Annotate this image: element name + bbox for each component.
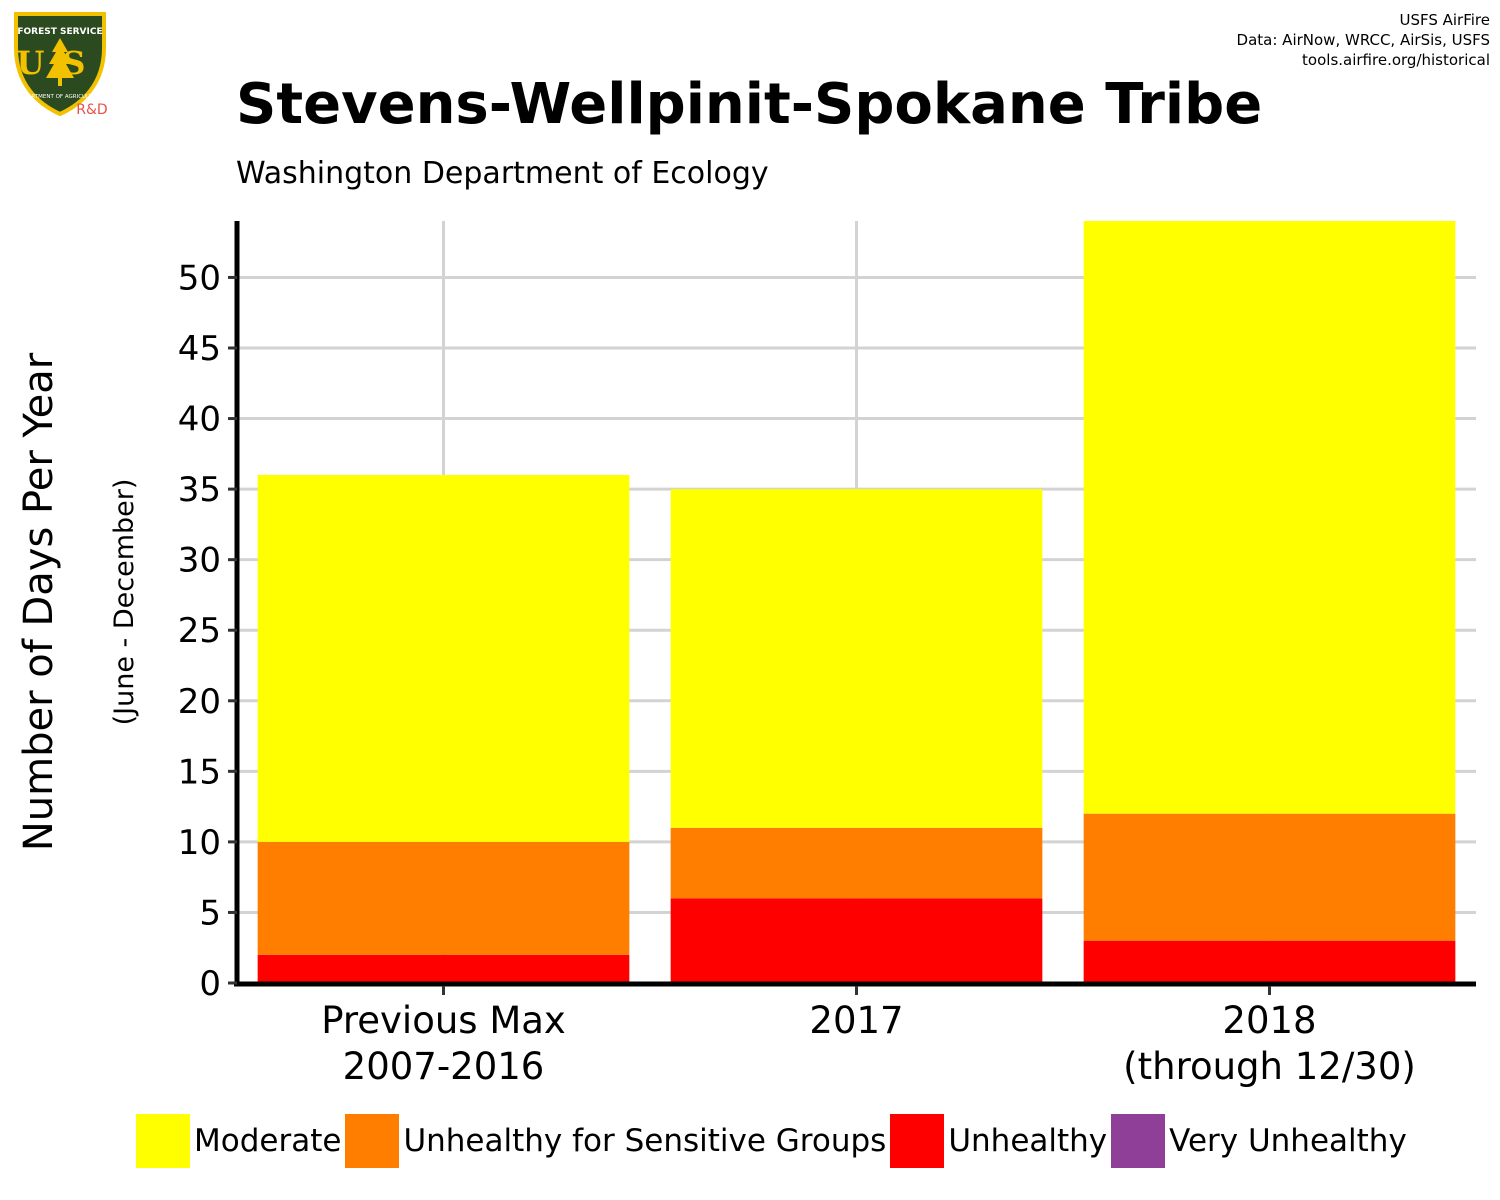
logo-top-text: FOREST SERVICE	[17, 27, 102, 37]
y-tick-label: 0	[199, 964, 221, 1004]
y-axis-subtitle: (June - December)	[109, 479, 140, 726]
credits: USFS AirFire Data: AirNow, WRCC, AirSis,…	[1237, 10, 1490, 70]
legend-item: Very Unhealthy	[1111, 1114, 1407, 1168]
bar-segment	[670, 898, 1043, 983]
bar-segment	[1083, 940, 1456, 983]
chart-title: Stevens-Wellpinit-Spokane Tribe	[236, 72, 1263, 137]
y-tick-label: 15	[178, 752, 221, 792]
logo-rd-text: R&D	[76, 102, 107, 118]
bar-segment	[670, 489, 1043, 828]
bar-segment	[670, 827, 1043, 899]
y-tick-label: 10	[178, 823, 221, 863]
legend-swatch	[345, 1114, 400, 1168]
bar-segment	[257, 475, 630, 842]
bar-segment	[1083, 221, 1456, 814]
legend: Moderate Unhealthy for Sensitive Groups Un…	[136, 1113, 1411, 1169]
x-tick-label: 2017	[809, 999, 903, 1042]
tree-icon	[46, 38, 74, 86]
credit-line-3: tools.airfire.org/historical	[1302, 51, 1490, 69]
y-tick-label: 30	[178, 541, 221, 581]
legend-item: Unhealthy for Sensitive Groups	[345, 1114, 886, 1168]
y-tick-label: 20	[178, 682, 221, 722]
y-tick-label: 50	[178, 258, 221, 298]
bar-segment	[257, 841, 630, 955]
credit-line-2: Data: AirNow, WRCC, AirSis, USFS	[1236, 31, 1490, 49]
y-axis-title: Number of Days Per Year	[16, 352, 62, 851]
y-tick-label: 40	[178, 400, 221, 440]
legend-swatch	[890, 1114, 945, 1168]
y-tick-label: 45	[178, 329, 221, 369]
x-tick-label: Previous Max	[321, 999, 566, 1042]
legend-label: Very Unhealthy	[1169, 1123, 1407, 1159]
y-tick-label: 25	[178, 611, 221, 651]
legend-label: Moderate	[194, 1123, 342, 1159]
x-tick-label: (through 12/30)	[1123, 1045, 1416, 1088]
legend-swatch	[136, 1114, 190, 1168]
x-tick-label: 2007-2016	[343, 1045, 545, 1088]
legend-label: Unhealthy	[948, 1123, 1108, 1159]
bar-segment	[1083, 813, 1456, 941]
legend-label: Unhealthy for Sensitive Groups	[403, 1123, 887, 1159]
bar-segment	[257, 954, 630, 983]
legend-item: Moderate	[136, 1114, 341, 1168]
y-tick-label: 35	[178, 470, 221, 510]
chart-subtitle: Washington Department of Ecology	[236, 156, 769, 191]
forest-service-logo: FOREST SERVICE US DEPARTMENT OF AGRICULT…	[14, 12, 108, 118]
logo-bottom-text: DEPARTMENT OF AGRICULTURE	[17, 94, 104, 100]
credit-line-1: USFS AirFire	[1399, 11, 1490, 29]
legend-item: Unhealthy	[890, 1114, 1107, 1168]
x-tick-label: 2018	[1222, 999, 1316, 1042]
legend-swatch	[1111, 1114, 1166, 1168]
y-tick-label: 5	[199, 893, 221, 933]
